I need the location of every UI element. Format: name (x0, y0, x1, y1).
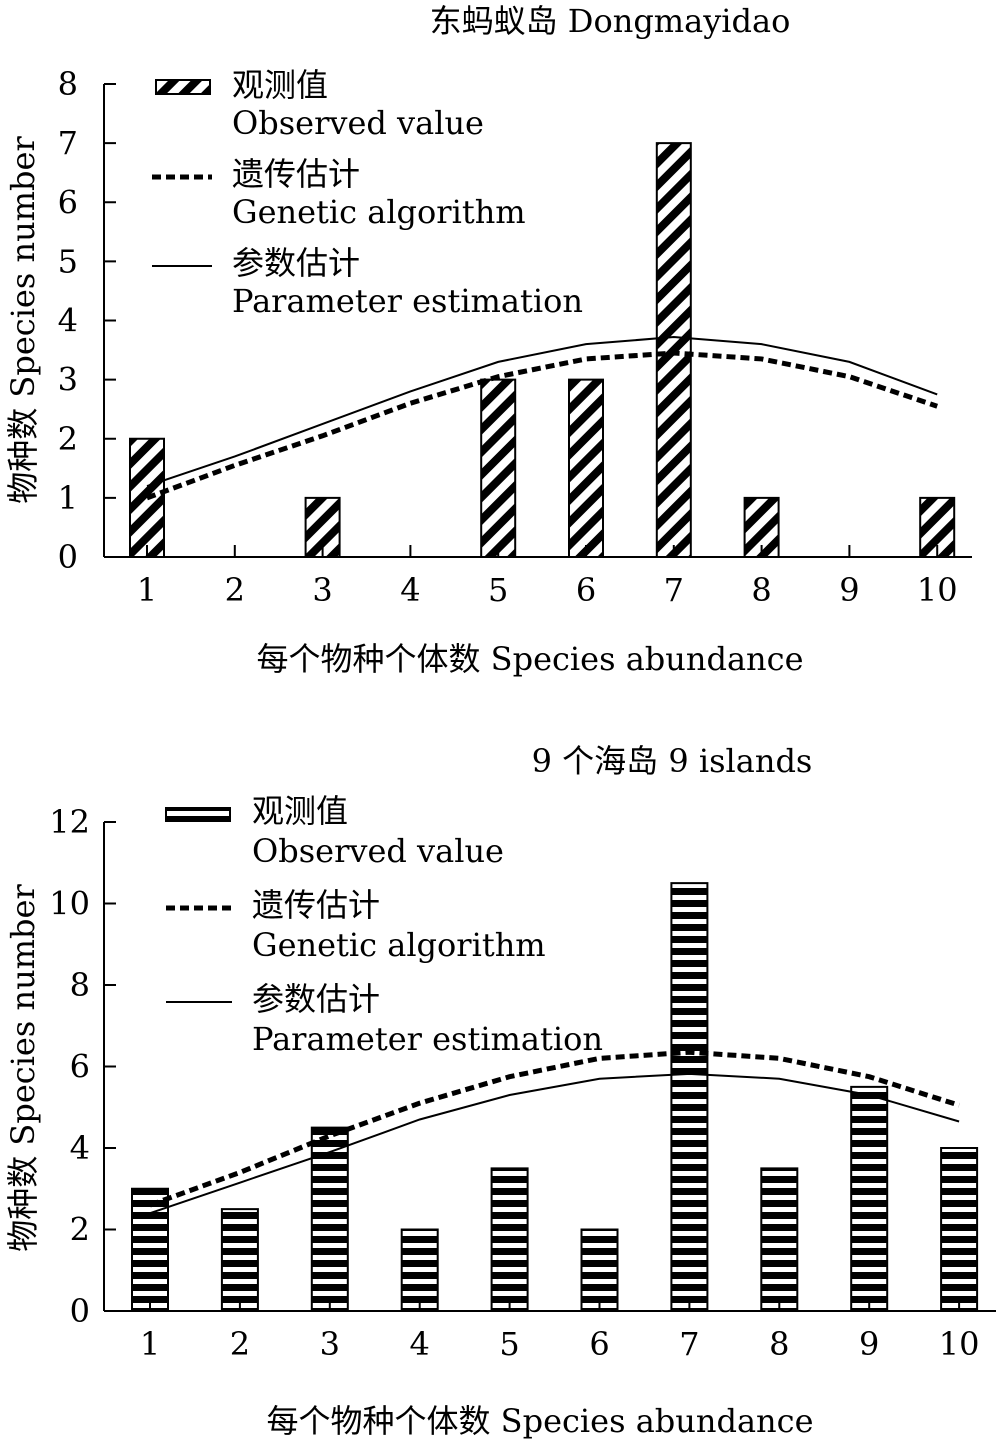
x-tick-label: 6 (576, 571, 596, 609)
legend-observed-zh: 观测值 (232, 66, 328, 104)
x-tick-label: 10 (917, 571, 958, 609)
x-tick-label: 6 (589, 1325, 609, 1363)
legend-parameter-zh: 参数估计 (252, 980, 380, 1018)
y-tick-label: 8 (70, 966, 90, 1004)
y-tick-label: 7 (58, 124, 78, 162)
y-tick-label: 12 (49, 803, 90, 841)
legend-genetic-en: Genetic algorithm (252, 926, 546, 964)
legend-swatch-observed (165, 807, 231, 822)
bar (580, 1228, 619, 1312)
bar (400, 1228, 439, 1312)
plot-area: 0 1 2 3 4 5 6 7 8 1 2 3 4 5 6 7 8 9 10 (58, 65, 972, 609)
y-tick-label: 5 (58, 242, 78, 280)
x-tick-label: 9 (859, 1325, 879, 1363)
bar (940, 1147, 979, 1312)
x-tick-label: 1 (137, 571, 157, 609)
y-axis-label: 物种数 Species number (4, 136, 42, 504)
legend: 观测值 Observed value 遗传估计 Genetic algorith… (165, 792, 603, 1058)
bar (568, 378, 604, 558)
legend: 观测值 Observed value 遗传估计 Genetic algorith… (152, 66, 583, 320)
legend-parameter-en: Parameter estimation (232, 282, 583, 320)
bar (670, 882, 709, 1312)
genetic-algorithm-line (146, 350, 938, 501)
x-tick-label: 8 (769, 1325, 789, 1363)
x-tick-label: 3 (312, 571, 332, 609)
chart-title: 9 个海岛 9 islands (532, 742, 813, 780)
legend-observed-zh: 观测值 (252, 792, 348, 830)
x-tick-label: 10 (939, 1325, 980, 1363)
x-tick-label: 7 (679, 1325, 699, 1363)
parameter-estimation-line (146, 336, 938, 487)
x-tick-label: 5 (499, 1325, 519, 1363)
y-tick-label: 10 (49, 885, 90, 923)
x-axis-label: 每个物种个体数 Species abundance (266, 1402, 813, 1440)
bar (850, 1085, 889, 1312)
chart-bottom: 9 个海岛 9 islands 物种数 Species number 每个物种个… (4, 742, 996, 1440)
x-tick-label: 9 (839, 571, 859, 609)
y-tick-label: 1 (58, 479, 78, 517)
x-tick-label: 2 (230, 1325, 250, 1363)
y-axis-label: 物种数 Species number (4, 884, 42, 1252)
legend-parameter-en: Parameter estimation (252, 1020, 603, 1058)
bar (131, 1187, 169, 1312)
chart-title: 东蚂蚁岛 Dongmayidao (430, 2, 791, 40)
y-tick-label: 0 (70, 1292, 90, 1330)
y-tick-label: 3 (58, 361, 78, 399)
x-tick-label: 4 (410, 1325, 430, 1363)
legend-genetic-zh: 遗传估计 (232, 155, 360, 193)
y-tick-label: 6 (70, 1048, 90, 1086)
y-tick-label: 0 (58, 538, 78, 576)
legend-parameter-zh: 参数估计 (232, 244, 360, 282)
y-tick-label: 6 (58, 183, 78, 221)
legend-swatch-observed (155, 79, 211, 95)
y-tick-label: 2 (70, 1211, 90, 1249)
bar (760, 1167, 799, 1312)
legend-observed-en: Observed value (252, 832, 504, 870)
bar (480, 378, 517, 558)
bar (310, 1126, 349, 1312)
x-tick-label: 1 (140, 1325, 160, 1363)
chart-top: 东蚂蚁岛 Dongmayidao 物种数 Species number 每个物种… (4, 2, 972, 678)
x-tick-label: 3 (320, 1325, 340, 1363)
x-tick-label: 5 (488, 571, 508, 609)
bar (220, 1208, 259, 1312)
x-tick-label: 4 (400, 571, 420, 609)
legend-observed-en: Observed value (232, 104, 484, 142)
y-tick-label: 2 (58, 420, 78, 458)
x-tick-label: 8 (751, 571, 771, 609)
y-tick-label: 4 (58, 302, 78, 340)
x-tick-label: 2 (225, 571, 245, 609)
legend-genetic-en: Genetic algorithm (232, 193, 526, 231)
y-tick-label: 8 (58, 65, 78, 103)
bar (655, 142, 692, 558)
y-tick-label: 4 (70, 1129, 90, 1167)
bar (490, 1167, 529, 1312)
genetic-algorithm-line (149, 1049, 960, 1208)
legend-genetic-zh: 遗传估计 (252, 886, 380, 924)
x-tick-label: 7 (664, 571, 684, 609)
x-axis-label: 每个物种个体数 Species abundance (256, 640, 803, 678)
parameter-estimation-line (149, 1072, 960, 1215)
